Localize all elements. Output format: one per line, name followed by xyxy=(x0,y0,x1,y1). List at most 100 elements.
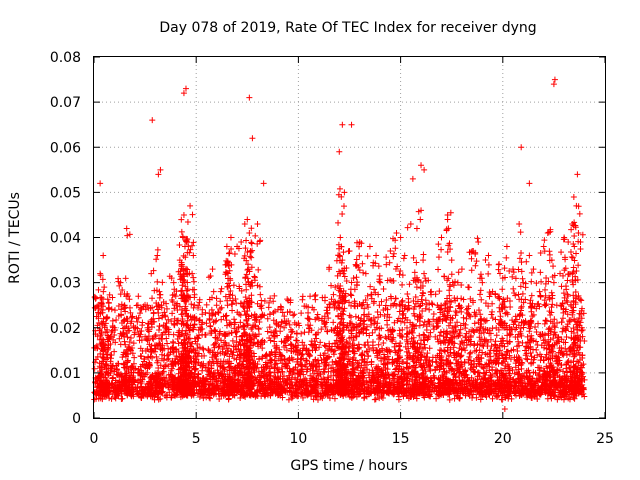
data-point xyxy=(422,275,429,282)
data-point xyxy=(174,335,181,342)
data-point xyxy=(413,225,420,232)
data-point xyxy=(190,278,197,285)
data-point xyxy=(399,378,406,385)
data-point xyxy=(206,296,213,303)
data-point xyxy=(189,270,196,277)
data-point xyxy=(415,277,422,284)
data-point xyxy=(420,345,427,352)
data-point xyxy=(183,287,190,294)
data-point xyxy=(244,216,251,223)
data-point xyxy=(506,352,513,359)
data-point xyxy=(456,330,463,337)
data-point xyxy=(243,316,250,323)
data-point xyxy=(212,318,219,325)
data-point xyxy=(472,251,479,258)
data-point xyxy=(152,332,159,339)
data-point xyxy=(216,343,223,350)
data-point xyxy=(509,273,516,280)
data-point xyxy=(421,341,428,348)
data-point xyxy=(506,268,513,275)
data-point xyxy=(467,349,474,356)
data-point xyxy=(203,364,210,371)
data-point xyxy=(365,304,372,311)
data-point xyxy=(129,364,136,371)
data-point xyxy=(182,254,189,261)
data-point xyxy=(493,332,500,339)
data-point xyxy=(445,275,452,282)
data-point xyxy=(417,216,424,223)
data-point xyxy=(399,272,406,279)
data-point xyxy=(154,246,161,253)
data-point xyxy=(179,233,186,240)
data-point xyxy=(485,261,492,268)
data-point xyxy=(227,234,234,241)
data-point xyxy=(383,254,390,261)
data-point xyxy=(449,329,456,336)
data-point xyxy=(157,291,164,298)
data-point xyxy=(249,247,256,254)
data-point xyxy=(153,353,160,360)
data-point xyxy=(364,253,371,260)
data-point xyxy=(369,329,376,336)
data-point xyxy=(246,229,253,236)
data-point xyxy=(372,260,379,267)
data-point xyxy=(411,312,418,319)
data-point xyxy=(375,291,382,298)
data-point xyxy=(291,311,298,318)
data-point xyxy=(489,308,496,315)
data-point xyxy=(228,245,235,252)
data-point xyxy=(518,303,525,310)
data-point xyxy=(339,333,346,340)
data-point xyxy=(254,240,261,247)
data-point xyxy=(243,257,250,264)
data-point xyxy=(202,309,209,316)
data-point xyxy=(226,291,233,298)
data-point xyxy=(475,351,482,358)
data-point xyxy=(371,286,378,293)
data-point xyxy=(218,285,225,292)
data-point xyxy=(233,333,240,340)
data-point xyxy=(506,339,513,346)
data-point xyxy=(154,278,161,285)
data-point xyxy=(463,306,470,313)
data-point xyxy=(399,326,406,333)
data-point xyxy=(343,278,350,285)
data-point xyxy=(226,250,233,257)
data-point xyxy=(353,281,360,288)
data-point xyxy=(364,366,371,373)
data-point xyxy=(359,260,366,267)
data-point xyxy=(210,288,217,295)
data-point xyxy=(427,289,434,296)
data-point xyxy=(376,272,383,279)
data-point xyxy=(171,305,178,312)
data-point xyxy=(404,290,411,297)
data-point xyxy=(155,365,162,372)
data-point xyxy=(392,245,399,252)
data-point xyxy=(506,330,513,337)
data-point xyxy=(230,282,237,289)
data-point xyxy=(181,278,188,285)
data-point xyxy=(518,250,525,257)
data-point xyxy=(145,320,152,327)
data-point xyxy=(312,316,319,323)
data-point xyxy=(496,304,503,311)
data-point xyxy=(110,374,117,381)
data-point xyxy=(392,266,399,273)
data-point xyxy=(326,340,333,347)
data-point xyxy=(415,208,422,215)
data-point xyxy=(217,288,224,295)
data-point xyxy=(251,273,258,280)
data-point xyxy=(465,356,472,363)
data-point xyxy=(420,257,427,264)
data-point xyxy=(387,382,394,389)
data-point xyxy=(199,345,206,352)
data-point xyxy=(366,332,373,339)
data-point xyxy=(466,284,473,291)
data-point xyxy=(399,281,406,288)
data-point xyxy=(243,286,250,293)
data-point xyxy=(512,275,519,282)
data-point xyxy=(118,301,125,308)
data-point xyxy=(154,252,161,259)
data-point xyxy=(101,284,108,291)
